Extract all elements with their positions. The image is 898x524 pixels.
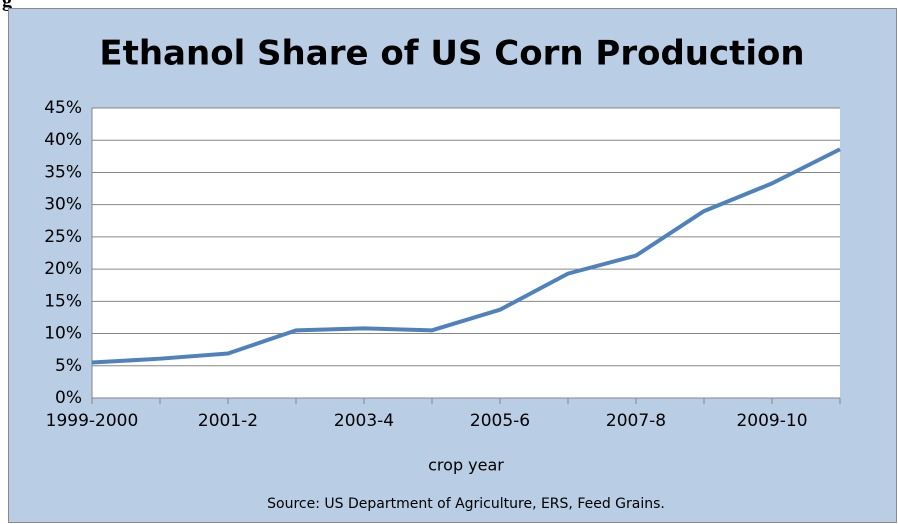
x-tick-label: 2001-2	[198, 411, 258, 431]
y-tick-label: 10%	[44, 324, 82, 344]
y-tick-label: 20%	[44, 259, 82, 279]
y-tick-label: 0%	[55, 388, 82, 408]
y-tick-label: 35%	[44, 162, 82, 182]
y-tick-label: 45%	[44, 98, 82, 118]
source-note: Source: US Department of Agriculture, ER…	[267, 496, 665, 512]
y-tick-label: 25%	[44, 227, 82, 247]
figure-label: g	[2, 0, 12, 12]
x-axis-label: crop year	[428, 456, 504, 475]
plot-area	[92, 108, 840, 398]
x-tick-label: 2005-6	[470, 411, 530, 431]
y-tick-label: 40%	[44, 130, 82, 150]
x-tick-label: 2003-4	[334, 411, 394, 431]
y-tick-label: 30%	[44, 195, 82, 215]
data-line	[91, 147, 841, 365]
y-tick-label: 5%	[55, 356, 82, 376]
y-tick-label: 15%	[44, 291, 82, 311]
x-tick-label: 1999-2000	[46, 411, 139, 431]
chart-title: Ethanol Share of US Corn Production	[99, 34, 804, 74]
x-tick-label: 2009-10	[736, 411, 807, 431]
x-tick-label: 2007-8	[606, 411, 666, 431]
